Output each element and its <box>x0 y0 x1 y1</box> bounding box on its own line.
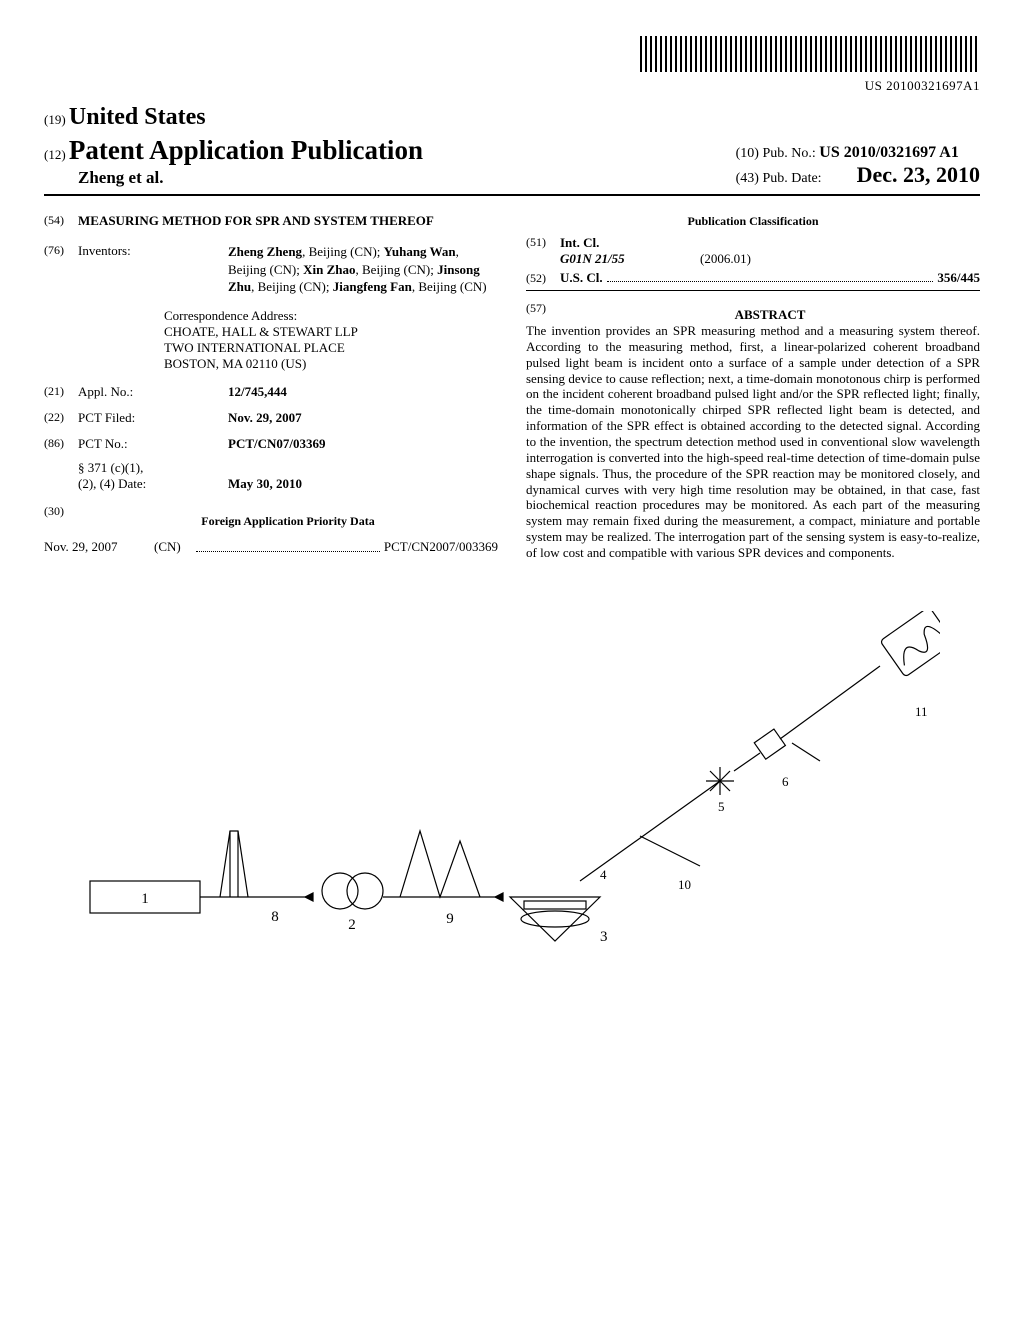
barcode-text: US 20100321697A1 <box>44 78 980 94</box>
applno-num: (21) <box>44 384 78 400</box>
corr3: BOSTON, MA 02110 (US) <box>164 356 498 372</box>
uscl-dots <box>607 281 934 282</box>
pub-num: (12) <box>44 147 66 162</box>
pctfiled-val: Nov. 29, 2007 <box>228 410 302 425</box>
pctno-label: PCT No.: <box>78 436 228 452</box>
s371-blank <box>44 460 78 492</box>
uscl-num: (52) <box>526 271 560 286</box>
priority-date: Nov. 29, 2007 <box>44 539 154 555</box>
pctfiled-num: (22) <box>44 410 78 426</box>
fig-label-9: 9 <box>446 911 454 927</box>
figure-svg: 1 8 2 9 3 4 10 <box>80 611 940 971</box>
class-heading: Publication Classification <box>526 214 980 229</box>
pctno-val: PCT/CN07/03369 <box>228 436 326 451</box>
fig-label-1: 1 <box>141 891 149 907</box>
fig-label-6: 6 <box>782 774 789 789</box>
header-left: (19) United States (12) Patent Applicati… <box>44 104 423 188</box>
title-num: (54) <box>44 213 78 229</box>
fig-label-8: 8 <box>271 909 279 925</box>
pubno-num: (10) <box>736 146 759 161</box>
priority-country: (CN) <box>154 539 192 555</box>
authors: Zheng et al. <box>44 168 423 188</box>
s371-label1: § 371 (c)(1), <box>78 460 143 475</box>
pctno-num: (86) <box>44 436 78 452</box>
inventors: Zheng Zheng, Beijing (CN); Yuhang Wan, B… <box>228 243 498 296</box>
barcode-area <box>44 36 980 76</box>
fig-label-5: 5 <box>718 799 725 814</box>
uscl-label: U.S. Cl. <box>560 270 603 285</box>
priority-dots <box>196 539 380 552</box>
priority-num: (30) <box>44 504 78 535</box>
s371-label2: (2), (4) Date: <box>78 476 146 491</box>
country-num: (19) <box>44 112 66 127</box>
fig-label-2: 2 <box>348 917 356 933</box>
fig-label-11: 11 <box>915 704 928 719</box>
intcl-date: (2006.01) <box>700 251 751 267</box>
inv-label: Inventors: <box>78 243 228 296</box>
header-rule <box>44 194 980 196</box>
corr1: CHOATE, HALL & STEWART LLP <box>164 324 498 340</box>
right-column: Publication Classification (51) Int. Cl.… <box>526 210 980 561</box>
pubdate-val: Dec. 23, 2010 <box>857 162 980 187</box>
priority-val: PCT/CN2007/003369 <box>384 539 498 555</box>
pubdate-label: Pub. Date: <box>762 171 821 187</box>
country: United States <box>69 104 206 130</box>
fig-label-4: 4 <box>600 867 607 882</box>
pubno-val: US 2010/0321697 A1 <box>819 144 959 161</box>
body-columns: (54) MEASURING METHOD FOR SPR AND SYSTEM… <box>44 210 980 561</box>
applno-label: Appl. No.: <box>78 384 228 400</box>
corr-label: Correspondence Address: <box>164 308 498 324</box>
intcl-label: Int. Cl. <box>560 235 599 250</box>
intcl-num: (51) <box>526 235 560 267</box>
header: (19) United States (12) Patent Applicati… <box>44 104 980 188</box>
fig-label-3: 3 <box>600 929 608 945</box>
corr2: TWO INTERNATIONAL PLACE <box>164 340 498 356</box>
class-rule <box>526 290 980 291</box>
barcode <box>640 36 980 72</box>
header-right: (10) Pub. No.: US 2010/0321697 A1 (43) P… <box>736 144 980 188</box>
abs-heading: ABSTRACT <box>560 307 980 323</box>
pctfiled-label: PCT Filed: <box>78 410 228 426</box>
s371-val: May 30, 2010 <box>228 476 302 491</box>
intcl-code: G01N 21/55 <box>560 251 700 267</box>
uscl-val: 356/445 <box>937 270 980 285</box>
pubdate-num: (43) <box>736 171 759 186</box>
abstract: The invention provides an SPR measuring … <box>526 323 980 561</box>
pubno-label: Pub. No.: <box>762 146 815 161</box>
title: MEASURING METHOD FOR SPR AND SYSTEM THER… <box>78 213 434 228</box>
abs-num: (57) <box>526 301 560 323</box>
inv-num: (76) <box>44 243 78 296</box>
fig-label-10: 10 <box>678 877 691 892</box>
applno-val: 12/745,444 <box>228 384 287 399</box>
figure: 1 8 2 9 3 4 10 <box>44 611 980 975</box>
left-column: (54) MEASURING METHOD FOR SPR AND SYSTEM… <box>44 210 498 561</box>
pub-type: Patent Application Publication <box>69 135 423 165</box>
priority-heading: Foreign Application Priority Data <box>78 514 498 529</box>
